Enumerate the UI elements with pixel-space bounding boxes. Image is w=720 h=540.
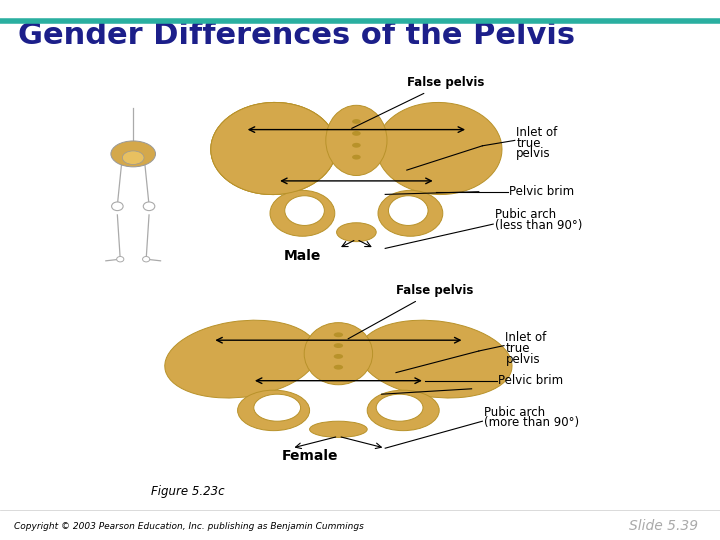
Text: (more than 90°): (more than 90°) (484, 416, 579, 429)
Text: Pubic arch: Pubic arch (495, 208, 556, 221)
Ellipse shape (211, 103, 336, 194)
Text: pelvis: pelvis (505, 353, 540, 366)
Ellipse shape (211, 103, 336, 194)
Ellipse shape (352, 131, 361, 136)
Ellipse shape (165, 320, 318, 398)
Text: Pubic arch: Pubic arch (484, 406, 545, 419)
Ellipse shape (325, 105, 387, 176)
Ellipse shape (310, 421, 367, 437)
Ellipse shape (367, 390, 439, 431)
Ellipse shape (122, 151, 144, 164)
Text: Copyright © 2003 Pearson Education, Inc. publishing as Benjamin Cummings: Copyright © 2003 Pearson Education, Inc.… (14, 522, 364, 531)
Ellipse shape (238, 390, 310, 431)
Ellipse shape (143, 202, 155, 211)
Ellipse shape (270, 190, 335, 236)
Text: Inlet of: Inlet of (505, 331, 546, 344)
Ellipse shape (376, 394, 423, 421)
Text: Slide 5.39: Slide 5.39 (629, 519, 698, 534)
Ellipse shape (333, 365, 343, 369)
Ellipse shape (359, 320, 512, 398)
Text: Pelvic brim: Pelvic brim (498, 374, 563, 387)
Ellipse shape (352, 143, 361, 147)
Text: Female: Female (282, 449, 338, 463)
Text: False pelvis: False pelvis (351, 76, 484, 129)
Ellipse shape (378, 190, 443, 236)
Text: Pelvic brim: Pelvic brim (509, 185, 574, 198)
Ellipse shape (112, 202, 123, 211)
Ellipse shape (333, 354, 343, 359)
Text: Male: Male (284, 249, 321, 264)
Ellipse shape (333, 343, 343, 348)
Text: pelvis: pelvis (516, 147, 551, 160)
Ellipse shape (117, 256, 124, 262)
Text: Inlet of: Inlet of (516, 126, 557, 139)
Text: Figure 5.23c: Figure 5.23c (151, 485, 225, 498)
Ellipse shape (333, 332, 343, 337)
Text: (less than 90°): (less than 90°) (495, 219, 582, 232)
Text: true: true (505, 342, 530, 355)
Ellipse shape (352, 154, 361, 160)
Ellipse shape (389, 195, 428, 226)
Ellipse shape (253, 394, 301, 421)
Ellipse shape (285, 195, 324, 226)
Ellipse shape (336, 222, 376, 241)
Ellipse shape (143, 256, 150, 262)
Text: False pelvis: False pelvis (348, 284, 473, 339)
Ellipse shape (304, 322, 373, 384)
Text: Gender Differences of the Pelvis: Gender Differences of the Pelvis (18, 21, 575, 50)
Text: true: true (516, 137, 541, 150)
Ellipse shape (111, 141, 156, 167)
Ellipse shape (352, 119, 361, 124)
Ellipse shape (211, 103, 336, 194)
Ellipse shape (377, 103, 502, 194)
